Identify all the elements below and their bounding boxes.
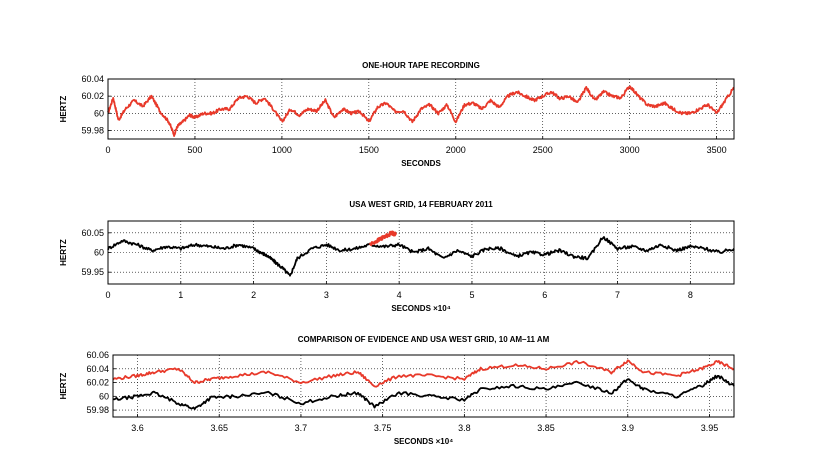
- x-tick-label: 3.75: [374, 423, 392, 433]
- x-tick-label: 0: [105, 290, 110, 300]
- chart-title: USA WEST GRID, 14 FEBRUARY 2011: [349, 200, 493, 209]
- x-axis-label: SECONDS ×10⁴: [391, 304, 450, 313]
- plot-frame: [107, 78, 735, 140]
- chart-title: COMPARISON OF EVIDENCE AND USA WEST GRID…: [298, 335, 550, 344]
- y-tick-label: 60.05: [81, 228, 104, 238]
- series-line-2: [112, 374, 735, 411]
- x-tick-label: 7: [615, 290, 620, 300]
- x-tick-label: 4: [397, 290, 402, 300]
- chart-title: ONE-HOUR TAPE RECORDING: [362, 61, 480, 70]
- x-axis-label: SECONDS ×10⁴: [394, 437, 453, 446]
- y-tick-label: 59.95: [81, 267, 104, 277]
- x-tick-label: 3.6: [131, 423, 144, 433]
- y-tick-label: 60.02: [86, 378, 109, 388]
- x-tick-label: 2500: [533, 145, 553, 155]
- x-tick-label: 2000: [446, 145, 466, 155]
- x-tick-label: 8: [688, 290, 693, 300]
- plot-frame: [112, 354, 735, 418]
- x-tick-label: 2: [251, 290, 256, 300]
- x-tick-label: 500: [187, 145, 202, 155]
- x-tick-label: 3.95: [701, 423, 719, 433]
- x-tick-label: 3500: [707, 145, 727, 155]
- series-line-1: [112, 359, 735, 388]
- y-tick-label: 60.02: [81, 91, 104, 101]
- y-tick-label: 60: [99, 391, 109, 401]
- y-axis-label: HERTZ: [59, 239, 68, 266]
- y-axis-label: HERTZ: [59, 373, 68, 400]
- x-tick-label: 6: [542, 290, 547, 300]
- y-tick-label: 59.98: [86, 405, 109, 415]
- x-tick-label: 3000: [620, 145, 640, 155]
- chart-panel-1: 0 500 1000 1500 2000 2500 3000 3500 59.98 60 60.02…: [59, 61, 735, 168]
- x-tick-label: 3.7: [295, 423, 308, 433]
- y-tick-label: 60: [94, 108, 104, 118]
- x-tick-label: 0: [105, 145, 110, 155]
- x-tick-label: 1: [178, 290, 183, 300]
- y-tick-label: 60.04: [81, 74, 104, 84]
- x-tick-label: 3.85: [537, 423, 555, 433]
- series-line-2: [368, 230, 398, 246]
- y-tick-label: 60: [94, 248, 104, 258]
- x-axis-label: SECONDS: [401, 159, 441, 168]
- series-line-1: [107, 85, 735, 138]
- x-tick-label: 3.65: [210, 423, 228, 433]
- y-tick-label: 60.06: [86, 350, 109, 360]
- y-tick-label: 59.98: [81, 125, 104, 135]
- x-tick-label: 5: [469, 290, 474, 300]
- series-line-1: [107, 236, 735, 277]
- x-tick-label: 1000: [272, 145, 292, 155]
- chart-panel-2: 0 1 2 3 4 5 6 7 8 59.95 60 60.05 USA WEST GRID, 14 F…: [59, 200, 735, 313]
- x-tick-label: 3.9: [622, 423, 635, 433]
- y-axis-label: HERTZ: [59, 96, 68, 123]
- chart-panel-3: 3.6 3.65 3.7 3.75 3.8 3.85 3.9 3.95 59.98 60 60.02…: [59, 335, 735, 446]
- x-tick-label: 3.8: [458, 423, 471, 433]
- x-tick-label: 1500: [359, 145, 379, 155]
- x-tick-label: 3: [324, 290, 329, 300]
- y-tick-label: 60.04: [86, 364, 109, 374]
